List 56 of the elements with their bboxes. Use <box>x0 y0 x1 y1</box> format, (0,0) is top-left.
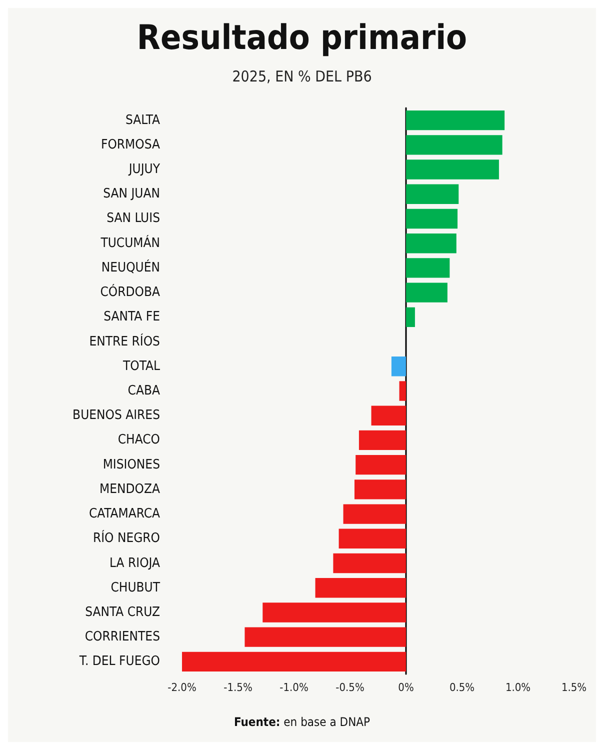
y-tick-label: TUCUMÁN <box>100 234 160 251</box>
bar <box>343 504 406 524</box>
y-tick-label: CÓRDOBA <box>100 283 160 300</box>
y-tick-label: SAN JUAN <box>103 186 160 202</box>
x-tick-label: 0% <box>398 681 414 694</box>
x-tick-label: -0.5% <box>336 681 364 694</box>
bar <box>354 480 406 500</box>
y-tick-label: SALTA <box>125 112 160 128</box>
y-tick-label: CHUBUT <box>110 580 161 596</box>
bar <box>333 553 406 574</box>
bar <box>406 135 502 155</box>
y-tick-label: TOTAL <box>122 358 160 374</box>
bar <box>244 627 406 647</box>
y-tick-label: BUENOS AIRES <box>72 408 160 424</box>
y-tick-label: JUJUY <box>128 162 161 178</box>
bar <box>371 406 406 426</box>
bar <box>406 208 458 229</box>
x-tick-label: -1.5% <box>224 681 252 694</box>
y-tick-label: MISIONES <box>102 457 160 472</box>
bar <box>406 258 450 278</box>
x-tick-label: -2.0% <box>168 681 196 694</box>
y-tick-label: SANTA CRUZ <box>85 604 160 620</box>
bar <box>406 160 499 180</box>
bar <box>358 430 406 450</box>
y-tick-label: SAN LUIS <box>106 211 160 226</box>
y-tick-label: ENTRE RÍOS <box>89 332 160 350</box>
y-tick-label: CABA <box>128 384 160 398</box>
bar <box>262 602 406 622</box>
y-tick-label: NEUQUÉN <box>101 258 160 276</box>
bar <box>182 652 406 672</box>
bar <box>406 234 456 254</box>
y-tick-label: FORMOSA <box>100 137 160 152</box>
y-tick-label: CATAMARCA <box>88 506 160 522</box>
bar <box>406 110 505 130</box>
bar <box>406 282 448 302</box>
bar <box>356 454 406 475</box>
x-tick-label: -1.0% <box>280 681 308 694</box>
bar <box>338 528 406 548</box>
bar <box>406 307 415 328</box>
x-tick-label: 1.0% <box>505 681 531 694</box>
y-tick-label: RÍO NEGRO <box>92 529 160 546</box>
y-tick-label: T. DEL FUEGO <box>78 654 160 670</box>
chart-subtitle: 2025, EN % DEL PB6 <box>232 68 372 86</box>
bar <box>406 184 459 204</box>
y-tick-label: CORRIENTES <box>84 630 160 645</box>
y-tick-label: MENDOZA <box>100 482 160 497</box>
source-note: Fuente: en base a DNAP <box>234 715 371 729</box>
x-tick-label: 0.5% <box>449 681 475 694</box>
y-tick-label: CHACO <box>118 432 160 448</box>
bar <box>315 578 406 598</box>
x-tick-label: 1.5% <box>561 681 587 694</box>
chart-title: Resultado primario <box>136 18 468 58</box>
bar <box>399 381 406 401</box>
bar <box>391 356 406 376</box>
y-tick-label: SANTA FE <box>104 310 160 325</box>
y-tick-label: LA RIOJA <box>109 556 160 571</box>
